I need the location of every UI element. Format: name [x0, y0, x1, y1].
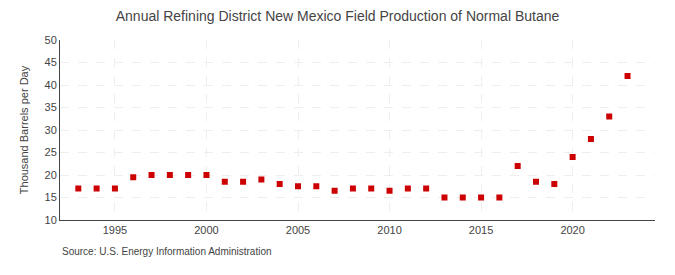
svg-text:Annual Refining District New M: Annual Refining District New Mexico Fiel… — [116, 8, 560, 24]
svg-text:30: 30 — [45, 124, 57, 136]
svg-text:45: 45 — [45, 56, 57, 68]
svg-text:Thousand Barrels per Day: Thousand Barrels per Day — [18, 65, 30, 194]
svg-text:20: 20 — [45, 169, 57, 181]
svg-text:50: 50 — [45, 34, 57, 46]
svg-text:2000: 2000 — [194, 224, 218, 236]
svg-text:Source: U.S. Energy Informatio: Source: U.S. Energy Information Administ… — [62, 246, 272, 257]
svg-text:25: 25 — [45, 146, 57, 158]
svg-text:2005: 2005 — [286, 224, 310, 236]
svg-text:2020: 2020 — [560, 224, 584, 236]
svg-text:40: 40 — [45, 79, 57, 91]
svg-text:10: 10 — [45, 214, 57, 226]
svg-text:15: 15 — [45, 191, 57, 203]
svg-text:2010: 2010 — [377, 224, 401, 236]
svg-text:1995: 1995 — [103, 224, 127, 236]
svg-text:2015: 2015 — [469, 224, 493, 236]
svg-text:35: 35 — [45, 101, 57, 113]
